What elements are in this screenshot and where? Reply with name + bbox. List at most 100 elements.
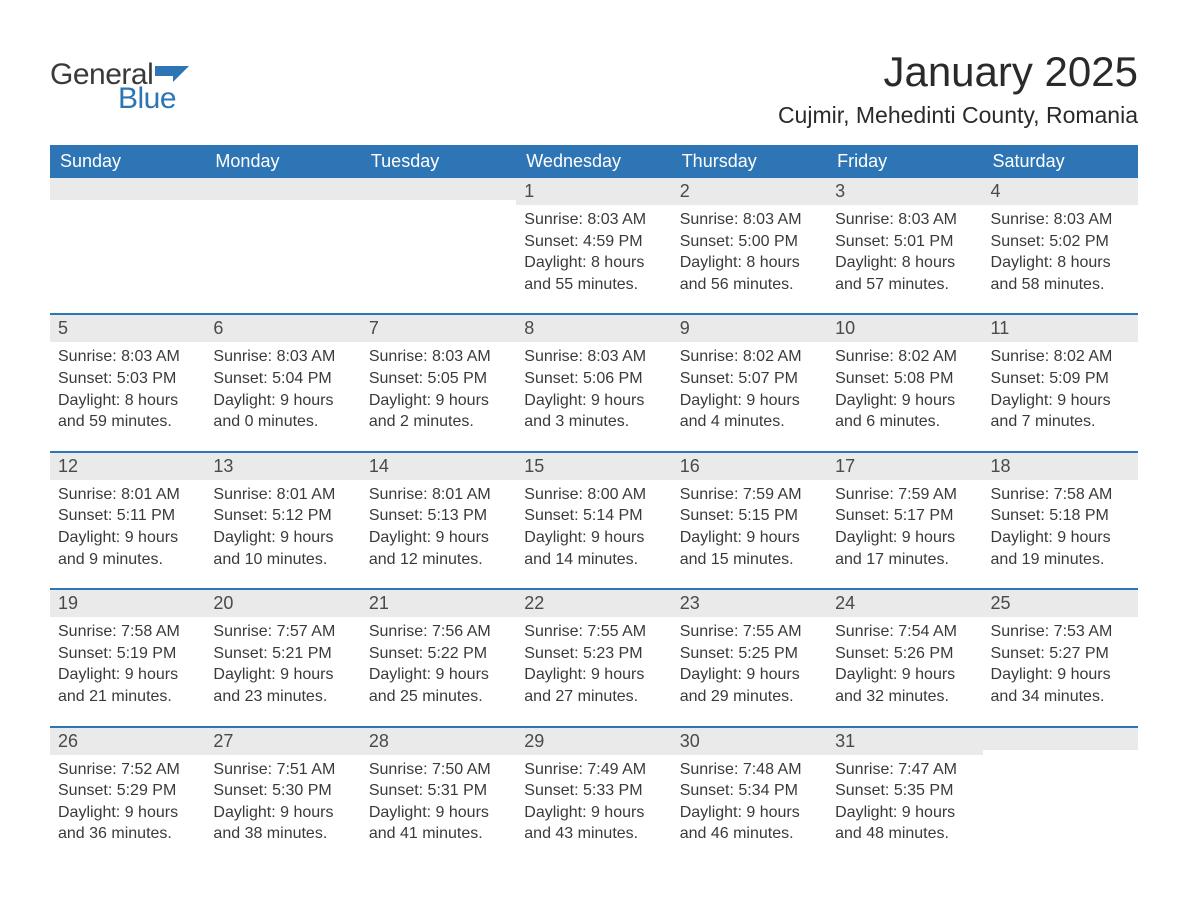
daylight-text-line2: and 56 minutes. <box>680 274 819 296</box>
daylight-text-line2: and 55 minutes. <box>524 274 663 296</box>
day-cell: 9Sunrise: 8:02 AMSunset: 5:07 PMDaylight… <box>672 315 827 450</box>
sunset-text: Sunset: 5:03 PM <box>58 368 197 390</box>
sunset-text: Sunset: 5:06 PM <box>524 368 663 390</box>
daylight-text-line2: and 21 minutes. <box>58 686 197 708</box>
day-cell: 17Sunrise: 7:59 AMSunset: 5:17 PMDayligh… <box>827 453 982 588</box>
day-cell: 21Sunrise: 7:56 AMSunset: 5:22 PMDayligh… <box>361 590 516 725</box>
daylight-text-line1: Daylight: 9 hours <box>680 390 819 412</box>
sunset-text: Sunset: 5:23 PM <box>524 643 663 665</box>
day-cell: 16Sunrise: 7:59 AMSunset: 5:15 PMDayligh… <box>672 453 827 588</box>
sunrise-text: Sunrise: 8:03 AM <box>524 209 663 231</box>
daylight-text-line2: and 38 minutes. <box>213 823 352 845</box>
sunrise-text: Sunrise: 8:03 AM <box>835 209 974 231</box>
daylight-text-line2: and 12 minutes. <box>369 549 508 571</box>
day-content: Sunrise: 8:01 AMSunset: 5:11 PMDaylight:… <box>50 480 205 588</box>
sunrise-text: Sunrise: 7:59 AM <box>680 484 819 506</box>
day-number: 18 <box>983 453 1138 480</box>
day-content: Sunrise: 7:50 AMSunset: 5:31 PMDaylight:… <box>361 755 516 863</box>
day-content: Sunrise: 8:00 AMSunset: 5:14 PMDaylight:… <box>516 480 671 588</box>
sunrise-text: Sunrise: 7:52 AM <box>58 759 197 781</box>
daylight-text-line2: and 23 minutes. <box>213 686 352 708</box>
sunrise-text: Sunrise: 7:53 AM <box>991 621 1130 643</box>
day-content: Sunrise: 7:59 AMSunset: 5:15 PMDaylight:… <box>672 480 827 588</box>
daylight-text-line2: and 25 minutes. <box>369 686 508 708</box>
daylight-text-line2: and 58 minutes. <box>991 274 1130 296</box>
daylight-text-line1: Daylight: 9 hours <box>524 664 663 686</box>
sunset-text: Sunset: 5:05 PM <box>369 368 508 390</box>
daylight-text-line1: Daylight: 9 hours <box>835 802 974 824</box>
day-cell: 14Sunrise: 8:01 AMSunset: 5:13 PMDayligh… <box>361 453 516 588</box>
sunset-text: Sunset: 5:15 PM <box>680 505 819 527</box>
day-cell: 24Sunrise: 7:54 AMSunset: 5:26 PMDayligh… <box>827 590 982 725</box>
daylight-text-line1: Daylight: 9 hours <box>213 802 352 824</box>
day-content: Sunrise: 7:58 AMSunset: 5:18 PMDaylight:… <box>983 480 1138 588</box>
sunrise-text: Sunrise: 7:59 AM <box>835 484 974 506</box>
daylight-text-line2: and 17 minutes. <box>835 549 974 571</box>
day-content: Sunrise: 8:01 AMSunset: 5:12 PMDaylight:… <box>205 480 360 588</box>
calendar: Sunday Monday Tuesday Wednesday Thursday… <box>50 145 1138 863</box>
sunset-text: Sunset: 5:14 PM <box>524 505 663 527</box>
sunrise-text: Sunrise: 7:55 AM <box>680 621 819 643</box>
daylight-text-line1: Daylight: 9 hours <box>835 664 974 686</box>
weekday-header: Sunday <box>50 145 205 178</box>
day-cell: 1Sunrise: 8:03 AMSunset: 4:59 PMDaylight… <box>516 178 671 313</box>
daylight-text-line2: and 43 minutes. <box>524 823 663 845</box>
daylight-text-line1: Daylight: 8 hours <box>835 252 974 274</box>
day-cell <box>361 178 516 313</box>
sunrise-text: Sunrise: 8:03 AM <box>680 209 819 231</box>
day-content: Sunrise: 8:01 AMSunset: 5:13 PMDaylight:… <box>361 480 516 588</box>
day-cell: 18Sunrise: 7:58 AMSunset: 5:18 PMDayligh… <box>983 453 1138 588</box>
sunrise-text: Sunrise: 7:58 AM <box>58 621 197 643</box>
daylight-text-line2: and 46 minutes. <box>680 823 819 845</box>
day-cell: 8Sunrise: 8:03 AMSunset: 5:06 PMDaylight… <box>516 315 671 450</box>
sunset-text: Sunset: 5:07 PM <box>680 368 819 390</box>
sunrise-text: Sunrise: 8:02 AM <box>835 346 974 368</box>
weekday-header: Friday <box>827 145 982 178</box>
day-number: 28 <box>361 728 516 755</box>
sunrise-text: Sunrise: 8:02 AM <box>991 346 1130 368</box>
day-cell: 20Sunrise: 7:57 AMSunset: 5:21 PMDayligh… <box>205 590 360 725</box>
daylight-text-line2: and 15 minutes. <box>680 549 819 571</box>
daylight-text-line2: and 7 minutes. <box>991 411 1130 433</box>
daylight-text-line1: Daylight: 9 hours <box>213 527 352 549</box>
daylight-text-line1: Daylight: 8 hours <box>991 252 1130 274</box>
day-content: Sunrise: 7:52 AMSunset: 5:29 PMDaylight:… <box>50 755 205 863</box>
daylight-text-line1: Daylight: 9 hours <box>58 802 197 824</box>
daylight-text-line2: and 2 minutes. <box>369 411 508 433</box>
day-cell: 19Sunrise: 7:58 AMSunset: 5:19 PMDayligh… <box>50 590 205 725</box>
daylight-text-line1: Daylight: 9 hours <box>369 390 508 412</box>
day-number: 7 <box>361 315 516 342</box>
sunset-text: Sunset: 5:26 PM <box>835 643 974 665</box>
day-content: Sunrise: 8:03 AMSunset: 5:01 PMDaylight:… <box>827 205 982 313</box>
week-row: 5Sunrise: 8:03 AMSunset: 5:03 PMDaylight… <box>50 313 1138 450</box>
daylight-text-line2: and 14 minutes. <box>524 549 663 571</box>
day-content: Sunrise: 7:56 AMSunset: 5:22 PMDaylight:… <box>361 617 516 725</box>
day-content: Sunrise: 7:54 AMSunset: 5:26 PMDaylight:… <box>827 617 982 725</box>
sunrise-text: Sunrise: 7:58 AM <box>991 484 1130 506</box>
day-cell: 29Sunrise: 7:49 AMSunset: 5:33 PMDayligh… <box>516 728 671 863</box>
sunset-text: Sunset: 5:02 PM <box>991 231 1130 253</box>
sunrise-text: Sunrise: 7:50 AM <box>369 759 508 781</box>
sunrise-text: Sunrise: 7:55 AM <box>524 621 663 643</box>
sunset-text: Sunset: 5:09 PM <box>991 368 1130 390</box>
day-number: 16 <box>672 453 827 480</box>
day-content: Sunrise: 8:03 AMSunset: 5:04 PMDaylight:… <box>205 342 360 450</box>
day-cell: 31Sunrise: 7:47 AMSunset: 5:35 PMDayligh… <box>827 728 982 863</box>
day-number: 31 <box>827 728 982 755</box>
day-content: Sunrise: 8:03 AMSunset: 5:03 PMDaylight:… <box>50 342 205 450</box>
day-number: 21 <box>361 590 516 617</box>
day-number: 5 <box>50 315 205 342</box>
daylight-text-line1: Daylight: 9 hours <box>369 802 508 824</box>
sunset-text: Sunset: 5:13 PM <box>369 505 508 527</box>
day-cell <box>50 178 205 313</box>
day-number: 14 <box>361 453 516 480</box>
day-number: 12 <box>50 453 205 480</box>
day-cell: 26Sunrise: 7:52 AMSunset: 5:29 PMDayligh… <box>50 728 205 863</box>
sunset-text: Sunset: 5:31 PM <box>369 780 508 802</box>
day-content: Sunrise: 8:02 AMSunset: 5:07 PMDaylight:… <box>672 342 827 450</box>
daylight-text-line2: and 32 minutes. <box>835 686 974 708</box>
day-number: 2 <box>672 178 827 205</box>
sunset-text: Sunset: 5:22 PM <box>369 643 508 665</box>
day-cell: 7Sunrise: 8:03 AMSunset: 5:05 PMDaylight… <box>361 315 516 450</box>
day-content: Sunrise: 7:49 AMSunset: 5:33 PMDaylight:… <box>516 755 671 863</box>
